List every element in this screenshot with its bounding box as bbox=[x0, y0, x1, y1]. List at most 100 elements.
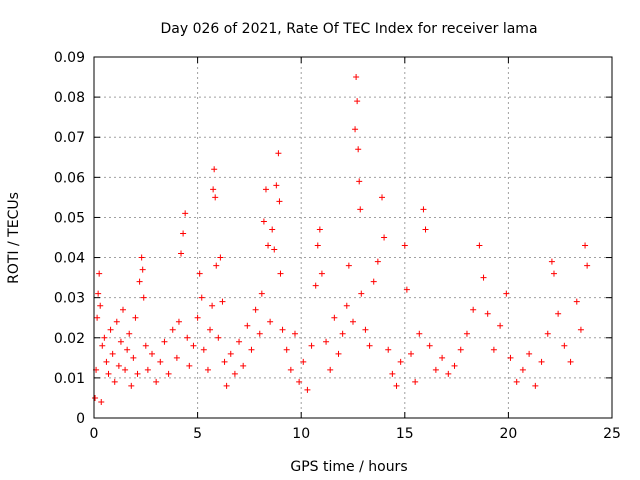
y-tick-label: 0.01 bbox=[54, 371, 85, 387]
data-point bbox=[314, 242, 321, 249]
data-point bbox=[356, 178, 363, 185]
data-point bbox=[389, 370, 396, 377]
data-point bbox=[157, 358, 164, 365]
data-point bbox=[124, 346, 131, 353]
x-tick-label: 10 bbox=[292, 426, 310, 442]
data-point bbox=[149, 350, 156, 357]
data-point bbox=[476, 242, 483, 249]
data-point bbox=[180, 230, 187, 237]
plot-frame bbox=[93, 56, 613, 419]
data-point bbox=[92, 394, 99, 401]
data-point bbox=[212, 194, 219, 201]
data-point bbox=[113, 318, 120, 325]
data-point bbox=[403, 286, 410, 293]
data-point bbox=[484, 310, 491, 317]
x-tick-label: 15 bbox=[396, 426, 414, 442]
data-point bbox=[107, 326, 114, 333]
data-point bbox=[178, 250, 185, 257]
data-point bbox=[227, 350, 234, 357]
data-point bbox=[210, 186, 217, 193]
data-point bbox=[98, 398, 105, 405]
data-point bbox=[136, 278, 143, 285]
y-tick-label: 0.07 bbox=[54, 130, 85, 146]
data-point bbox=[215, 334, 222, 341]
data-point bbox=[532, 382, 539, 389]
data-point bbox=[497, 322, 504, 329]
y-tick-label: 0.03 bbox=[54, 291, 85, 307]
data-point bbox=[470, 306, 477, 313]
data-point bbox=[258, 290, 265, 297]
data-point bbox=[526, 350, 533, 357]
data-point bbox=[138, 254, 145, 261]
data-point bbox=[103, 358, 110, 365]
data-point bbox=[503, 290, 510, 297]
data-point bbox=[490, 346, 497, 353]
data-point bbox=[445, 370, 452, 377]
data-point bbox=[95, 290, 102, 297]
x-tick-label: 20 bbox=[499, 426, 517, 442]
data-point bbox=[200, 346, 207, 353]
data-point bbox=[457, 346, 464, 353]
data-point bbox=[115, 362, 122, 369]
data-point bbox=[354, 98, 361, 105]
data-point bbox=[231, 370, 238, 377]
data-point bbox=[153, 378, 160, 385]
y-tick-label: 0.02 bbox=[54, 331, 85, 347]
data-point bbox=[105, 370, 112, 377]
data-point bbox=[451, 362, 458, 369]
data-point bbox=[111, 378, 118, 385]
data-point bbox=[144, 366, 151, 373]
data-point bbox=[96, 270, 103, 277]
data-point bbox=[271, 246, 278, 253]
data-point bbox=[408, 350, 415, 357]
data-point bbox=[412, 378, 419, 385]
y-tick-label: 0.08 bbox=[54, 90, 85, 106]
chart-title: Day 026 of 2021, Rate Of TEC Index for r… bbox=[160, 21, 537, 37]
data-point bbox=[184, 334, 191, 341]
data-point bbox=[265, 242, 272, 249]
data-point bbox=[582, 242, 589, 249]
data-point bbox=[277, 270, 284, 277]
data-point bbox=[343, 302, 350, 309]
data-point bbox=[519, 366, 526, 373]
data-point bbox=[561, 342, 568, 349]
data-point bbox=[140, 294, 147, 301]
data-point bbox=[175, 318, 182, 325]
data-point bbox=[276, 198, 283, 205]
data-point bbox=[279, 326, 286, 333]
data-point bbox=[420, 206, 427, 213]
x-tick-label: 25 bbox=[603, 426, 621, 442]
data-point bbox=[182, 210, 189, 217]
x-axis-label: GPS time / hours bbox=[290, 459, 407, 475]
y-tick-label: 0.05 bbox=[54, 210, 85, 226]
data-point bbox=[432, 366, 439, 373]
data-point bbox=[350, 318, 356, 325]
data-point bbox=[573, 298, 580, 305]
data-point bbox=[513, 378, 520, 385]
data-point bbox=[117, 338, 124, 345]
data-point bbox=[97, 302, 104, 309]
data-point bbox=[335, 350, 342, 357]
data-point bbox=[139, 266, 146, 273]
data-point bbox=[142, 342, 149, 349]
data-point bbox=[122, 366, 129, 373]
data-point bbox=[287, 366, 294, 373]
data-point bbox=[426, 342, 433, 349]
data-point bbox=[327, 366, 334, 373]
data-point bbox=[331, 314, 338, 321]
data-point bbox=[300, 358, 307, 365]
data-point bbox=[544, 330, 551, 337]
data-point bbox=[355, 146, 362, 153]
data-point bbox=[291, 330, 298, 337]
data-marks bbox=[92, 74, 591, 405]
data-point bbox=[273, 182, 280, 189]
y-tick-label: 0 bbox=[76, 411, 85, 427]
data-point bbox=[132, 314, 139, 321]
data-point bbox=[416, 330, 423, 337]
y-tick-label: 0.04 bbox=[54, 251, 85, 267]
data-point bbox=[161, 338, 168, 345]
data-point bbox=[316, 226, 323, 233]
data-point bbox=[393, 382, 400, 389]
x-tick-label: 0 bbox=[90, 426, 99, 442]
data-point bbox=[99, 342, 106, 349]
